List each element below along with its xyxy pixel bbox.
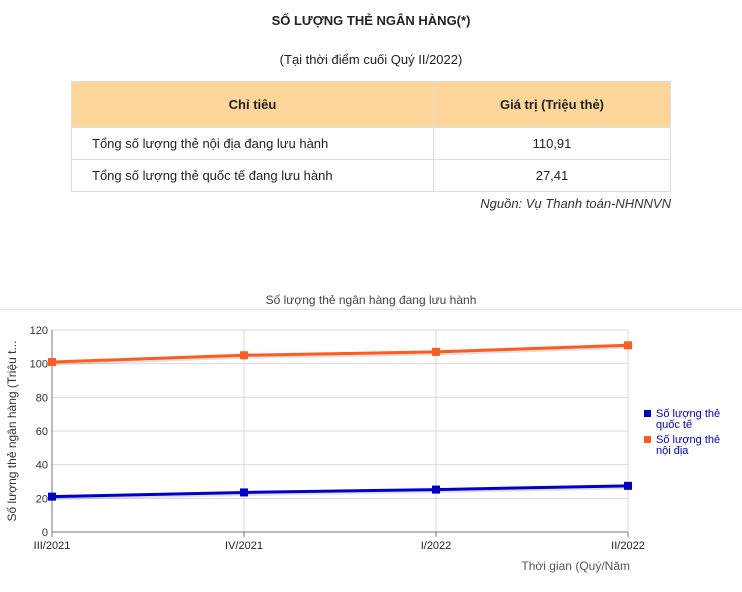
line-chart: Số lượng thẻ ngân hàng đang lưu hành 0 20 4… bbox=[0, 293, 742, 587]
x-tick-label: II/2022 bbox=[611, 540, 645, 552]
row-label: Tổng số lượng thẻ nội địa đang lưu hành bbox=[71, 127, 434, 160]
y-tick-label: 40 bbox=[36, 460, 48, 472]
legend-label: Số lượng thẻ nội địa bbox=[656, 434, 720, 457]
series-line bbox=[51, 343, 629, 364]
y-tick-label: 60 bbox=[36, 426, 48, 438]
y-tick-label: 20 bbox=[36, 493, 48, 505]
data-point bbox=[432, 347, 440, 356]
series-line-shadow bbox=[51, 345, 629, 366]
table-header-row: Chỉ tiêu Giá trị (Triệu thẻ) bbox=[71, 81, 671, 128]
series-line-shadow bbox=[51, 486, 629, 501]
row-value: 110,91 bbox=[433, 127, 671, 160]
data-point bbox=[48, 357, 56, 366]
source-note: Nguồn: Vụ Thanh toán-NHNNVN bbox=[480, 196, 671, 211]
x-tick-label: I/2022 bbox=[421, 540, 452, 552]
y-tick-label: 120 bbox=[30, 325, 48, 337]
table-row: Tổng số lượng thẻ quốc tế đang lưu hành … bbox=[71, 159, 671, 192]
row-value: 27,41 bbox=[433, 159, 671, 192]
data-point bbox=[624, 481, 632, 490]
page-subtitle: (Tại thời điểm cuối Quý II/2022) bbox=[279, 52, 463, 67]
data-point bbox=[48, 492, 56, 501]
y-tick-label: 100 bbox=[30, 359, 48, 371]
chart-svg: Số lượng thẻ ngân hàng đang lưu hành 0 20 4… bbox=[5, 293, 720, 573]
legend-marker bbox=[644, 436, 651, 443]
legend-label: Số lượng thẻ quốc tế bbox=[656, 408, 720, 431]
column-header-value: Giá trị (Triệu thẻ) bbox=[433, 81, 671, 128]
y-tick-label: 80 bbox=[36, 392, 48, 404]
data-point bbox=[432, 485, 440, 494]
table-row: Tổng số lượng thẻ nội địa đang lưu hành … bbox=[71, 127, 671, 160]
x-tick-label: III/2021 bbox=[34, 540, 71, 552]
row-label: Tổng số lượng thẻ quốc tế đang lưu hành bbox=[71, 159, 434, 192]
data-point bbox=[240, 351, 248, 360]
chart-title: Số lượng thẻ ngân hàng đang lưu hành bbox=[266, 293, 477, 307]
legend-marker bbox=[644, 410, 651, 417]
data-point bbox=[240, 488, 248, 497]
x-tick-label: IV/2021 bbox=[225, 540, 263, 552]
page-title: SỐ LƯỢNG THẺ NGÂN HÀNG(*) bbox=[271, 13, 471, 28]
series-line bbox=[51, 484, 629, 499]
data-point bbox=[624, 341, 632, 350]
y-tick-label: 0 bbox=[42, 527, 48, 539]
card-stats-table: Chỉ tiêu Giá trị (Triệu thẻ) Tổng số lượ… bbox=[71, 81, 671, 192]
x-axis-label: Thời gian (Quý/Năm bbox=[521, 559, 630, 573]
y-axis-label: Số lượng thẻ ngân hàng (Triệu t... bbox=[5, 341, 19, 522]
column-header-indicator: Chỉ tiêu bbox=[71, 81, 434, 128]
